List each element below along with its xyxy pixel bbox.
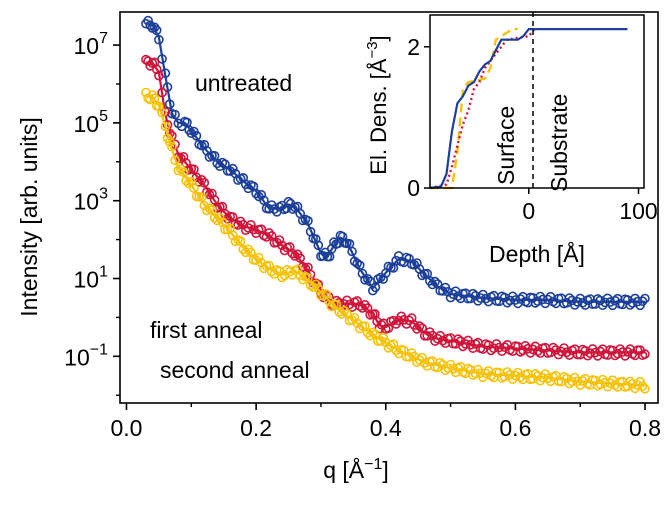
data-point-series-3 xyxy=(251,255,261,265)
data-point-series-3 xyxy=(212,215,222,226)
y-tick-label: 101 xyxy=(74,264,109,293)
main-plot-marks xyxy=(141,15,650,394)
main-plot-frame xyxy=(119,11,659,404)
data-point-series-1 xyxy=(362,273,373,284)
inset-profile-line-3 xyxy=(430,27,518,190)
data-point-series-2 xyxy=(151,64,162,75)
x-tick-label: 0.8 xyxy=(629,415,661,441)
data-point-series-3 xyxy=(189,183,199,193)
inset-profile-line-1 xyxy=(429,28,628,190)
x-tick-label: 0.0 xyxy=(110,415,142,441)
inset-x-tick-label: 100 xyxy=(619,198,657,224)
inset-region-label-substrate: Substrate xyxy=(546,94,572,192)
data-point-series-3 xyxy=(199,200,210,211)
data-point-series-1 xyxy=(347,246,357,257)
fit-line-series-3 xyxy=(145,94,646,387)
x-tick-label: 0.6 xyxy=(499,415,531,441)
x-tick-label: 0.2 xyxy=(240,415,272,441)
y-tick-label: 10−1 xyxy=(64,341,108,370)
inset-plot-axes: 0 100 0 2 xyxy=(407,14,658,224)
data-point-series-1 xyxy=(191,131,202,141)
y-tick-label: 103 xyxy=(74,186,109,215)
annotation-second-anneal: second anneal xyxy=(160,357,310,383)
inset-region-label-surface: Surface xyxy=(493,106,519,185)
x-tick-label: 0.4 xyxy=(370,415,402,441)
y-tick-label: 107 xyxy=(74,30,109,59)
data-point-series-1 xyxy=(259,195,269,206)
x-axis-label-base: q [Å xyxy=(323,456,365,483)
data-point-series-2 xyxy=(272,237,282,248)
data-point-series-1 xyxy=(404,253,414,264)
x-axis-label: q [Å−1] xyxy=(323,456,389,483)
data-point-series-2 xyxy=(209,195,220,205)
data-point-series-3 xyxy=(308,282,319,292)
x-axis-label-end: ] xyxy=(382,457,388,483)
inset-x-axis-label: Depth [Å] xyxy=(489,240,585,267)
data-point-series-3 xyxy=(238,244,248,255)
y-axis-label: Intensity [arb. units] xyxy=(16,117,42,316)
data-point-series-1 xyxy=(251,188,261,199)
fit-line-series-1 xyxy=(145,22,645,303)
data-point-series-2 xyxy=(640,349,650,359)
x-axis-label-sup: −1 xyxy=(364,456,382,473)
inset-y-tick-label: 0 xyxy=(407,175,420,201)
main-plot-axes: 0.0 0.2 0.4 0.6 0.8 107 105 103 101 10−1 xyxy=(64,11,661,441)
inset-y-axis-label-sup: −3 xyxy=(364,41,381,58)
inset-x-tick-label: 0 xyxy=(522,198,535,224)
inset-frame xyxy=(429,14,645,189)
data-point-series-1 xyxy=(337,231,348,242)
data-point-series-1 xyxy=(145,20,155,31)
inset-plot-marks xyxy=(429,27,628,190)
data-point-series-1 xyxy=(352,258,363,269)
annotation-untreated: untreated xyxy=(195,70,292,96)
inset-y-tick-label: 2 xyxy=(407,34,420,60)
inset-y-axis-label-base: El. Dens. [Å xyxy=(366,58,391,174)
annotation-first-anneal: first anneal xyxy=(150,317,263,343)
data-point-series-1 xyxy=(225,166,235,176)
inset-background xyxy=(430,15,644,188)
inset-y-axis-label-end: ] xyxy=(366,35,391,41)
inset-y-axis-label: El. Dens. [Å−3] xyxy=(364,35,391,174)
y-tick-label: 105 xyxy=(74,108,109,137)
